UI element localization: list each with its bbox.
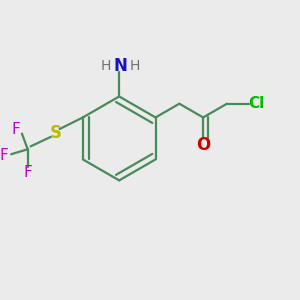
Text: Cl: Cl: [248, 96, 264, 111]
Text: N: N: [114, 57, 128, 75]
Text: F: F: [0, 148, 8, 163]
Text: H: H: [130, 59, 140, 73]
Text: F: F: [23, 165, 32, 180]
Text: S: S: [49, 124, 61, 142]
Text: F: F: [12, 122, 20, 137]
Text: H: H: [101, 59, 111, 73]
Text: O: O: [196, 136, 210, 154]
